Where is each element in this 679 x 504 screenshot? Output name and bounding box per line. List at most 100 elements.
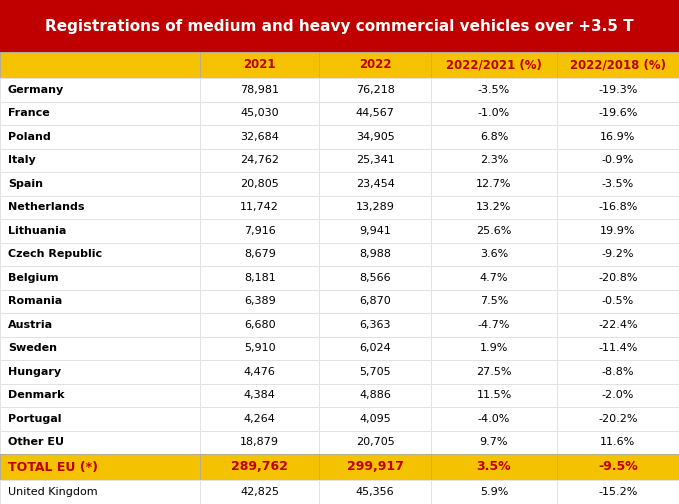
Bar	[557, 313, 679, 337]
Bar	[319, 384, 431, 407]
Text: Sweden: Sweden	[8, 343, 57, 353]
Bar	[200, 52, 319, 78]
Bar	[319, 289, 431, 313]
Bar	[319, 149, 431, 172]
Bar	[200, 149, 319, 172]
Bar	[557, 125, 679, 149]
Bar	[0, 172, 200, 196]
Bar	[200, 480, 319, 504]
Text: 9,941: 9,941	[359, 226, 391, 236]
Bar	[0, 196, 200, 219]
Bar	[0, 360, 200, 384]
Bar	[557, 313, 679, 337]
Bar	[557, 430, 679, 454]
Bar	[431, 384, 557, 407]
Bar	[319, 337, 431, 360]
Bar	[319, 289, 431, 313]
Text: 9.7%: 9.7%	[480, 437, 508, 447]
Bar	[0, 101, 200, 125]
Bar	[319, 125, 431, 149]
Bar	[431, 407, 557, 430]
Text: -0.5%: -0.5%	[602, 296, 634, 306]
Bar	[557, 289, 679, 313]
Bar	[557, 196, 679, 219]
Bar	[431, 407, 557, 430]
Bar	[557, 101, 679, 125]
Bar	[431, 337, 557, 360]
Text: Austria: Austria	[8, 320, 53, 330]
Bar	[431, 454, 557, 480]
Bar	[0, 313, 200, 337]
Text: Other EU: Other EU	[8, 437, 64, 447]
Text: TOTAL EU (*): TOTAL EU (*)	[8, 461, 98, 473]
Bar	[200, 407, 319, 430]
Bar	[200, 454, 319, 480]
Text: 34,905: 34,905	[356, 132, 394, 142]
Bar	[319, 52, 431, 78]
Text: -4.7%: -4.7%	[478, 320, 510, 330]
Bar	[557, 289, 679, 313]
Text: -1.0%: -1.0%	[478, 108, 510, 118]
Text: 1.9%: 1.9%	[480, 343, 508, 353]
Bar	[431, 101, 557, 125]
Bar	[319, 219, 431, 242]
Text: -19.6%: -19.6%	[598, 108, 638, 118]
Bar	[200, 360, 319, 384]
Bar	[0, 384, 200, 407]
Bar	[319, 430, 431, 454]
Text: 6,024: 6,024	[359, 343, 391, 353]
Bar	[319, 101, 431, 125]
Bar	[0, 219, 200, 242]
Bar	[319, 430, 431, 454]
Bar	[0, 52, 200, 78]
Text: -15.2%: -15.2%	[598, 487, 638, 497]
Bar	[431, 242, 557, 266]
Bar	[319, 78, 431, 101]
Bar	[200, 78, 319, 101]
Bar	[319, 454, 431, 480]
Text: 11.6%: 11.6%	[600, 437, 636, 447]
Bar	[0, 52, 679, 78]
Bar	[319, 196, 431, 219]
Text: 27.5%: 27.5%	[476, 367, 512, 377]
Text: 8,181: 8,181	[244, 273, 276, 283]
Bar	[557, 242, 679, 266]
Bar	[431, 125, 557, 149]
Bar	[319, 384, 431, 407]
Bar	[0, 266, 200, 289]
Bar	[200, 313, 319, 337]
Bar	[0, 0, 679, 52]
Bar	[200, 125, 319, 149]
Bar	[557, 52, 679, 78]
Text: 24,762: 24,762	[240, 155, 279, 165]
Bar	[0, 337, 200, 360]
Bar	[200, 337, 319, 360]
Text: 3.6%: 3.6%	[480, 249, 508, 259]
Bar	[200, 454, 319, 480]
Bar	[319, 454, 431, 480]
Bar	[557, 430, 679, 454]
Bar	[557, 219, 679, 242]
Text: Hungary: Hungary	[8, 367, 61, 377]
Bar	[0, 454, 200, 480]
Bar	[431, 430, 557, 454]
Text: -22.4%: -22.4%	[598, 320, 638, 330]
Text: 42,825: 42,825	[240, 487, 279, 497]
Bar	[319, 78, 431, 101]
Text: 19.9%: 19.9%	[600, 226, 636, 236]
Bar	[431, 430, 557, 454]
Bar	[557, 407, 679, 430]
Text: 2022: 2022	[359, 58, 391, 72]
Bar	[319, 480, 431, 504]
Bar	[0, 172, 200, 196]
Bar	[431, 52, 557, 78]
Bar	[0, 480, 200, 504]
Text: 7,916: 7,916	[244, 226, 276, 236]
Text: 76,218: 76,218	[356, 85, 394, 95]
Text: -19.3%: -19.3%	[598, 85, 638, 95]
Bar	[319, 407, 431, 430]
Bar	[319, 313, 431, 337]
Bar	[431, 360, 557, 384]
Bar	[319, 242, 431, 266]
Bar	[0, 289, 200, 313]
